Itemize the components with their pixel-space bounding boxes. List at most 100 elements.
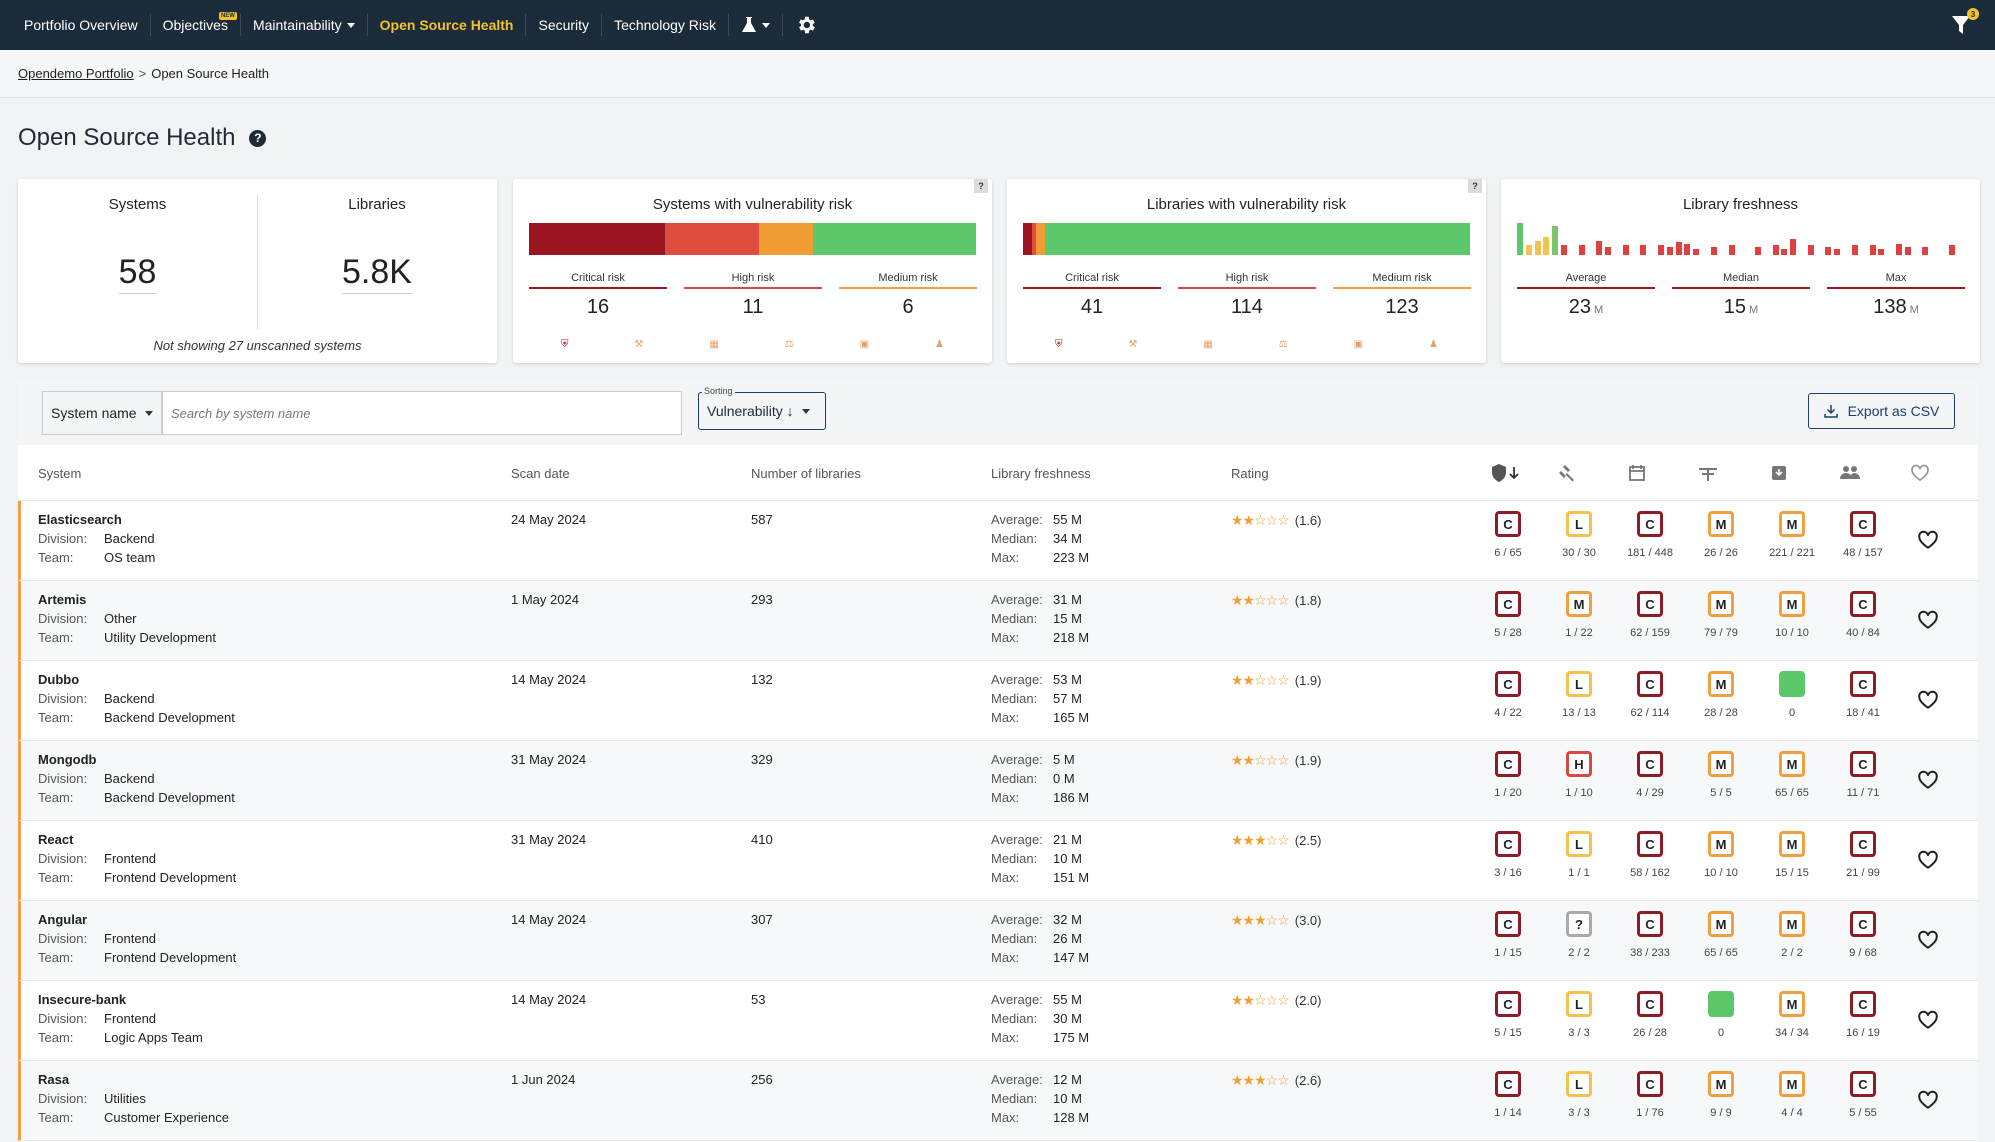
col-stability[interactable]: [1696, 462, 1720, 484]
stat-high-risk[interactable]: High risk 114: [1178, 272, 1316, 319]
risk-badge-cell[interactable]: M 65 / 65: [1762, 751, 1822, 799]
risk-badge-cell[interactable]: M 9 / 9: [1691, 1071, 1751, 1119]
risk-badge-cell[interactable]: M 34 / 34: [1762, 991, 1822, 1039]
risk-bar-segment[interactable]: [1031, 223, 1037, 255]
risk-badge-cell[interactable]: C 26 / 28: [1620, 991, 1680, 1039]
col-system[interactable]: System: [38, 466, 82, 481]
nav-portfolio-overview[interactable]: Portfolio Overview: [24, 17, 138, 33]
stat-medium-risk[interactable]: Medium risk 123: [1333, 272, 1471, 319]
stat-critical-risk[interactable]: Critical risk 41: [1023, 272, 1161, 319]
system-name[interactable]: React: [38, 832, 74, 847]
risk-badge-cell[interactable]: M 1 / 22: [1549, 591, 1609, 639]
favorite-button[interactable]: [1917, 610, 1939, 630]
risk-badge-cell[interactable]: L 13 / 13: [1549, 671, 1609, 719]
risk-badge-cell[interactable]: L 3 / 3: [1549, 1071, 1609, 1119]
nav-technology-risk[interactable]: Technology Risk: [614, 17, 716, 33]
risk-badge-cell[interactable]: C 9 / 68: [1833, 911, 1893, 959]
nav-objectives[interactable]: Objectives NEW: [151, 0, 240, 50]
table-row[interactable]: Elasticsearch Division: Backend Team: OS tea…: [18, 501, 1978, 581]
risk-badge-cell[interactable]: M 10 / 10: [1762, 591, 1822, 639]
risk-badge-cell[interactable]: M 10 / 10: [1691, 831, 1751, 879]
favorite-button[interactable]: [1917, 690, 1939, 710]
risk-badge-cell[interactable]: C 6 / 65: [1478, 511, 1538, 559]
risk-badge-cell[interactable]: 0: [1762, 671, 1822, 719]
risk-badge-cell[interactable]: C 5 / 15: [1478, 991, 1538, 1039]
risk-badge-cell[interactable]: C 40 / 84: [1833, 591, 1893, 639]
risk-badge-cell[interactable]: C 11 / 71: [1833, 751, 1893, 799]
risk-badge-cell[interactable]: M 28 / 28: [1691, 671, 1751, 719]
stat-high-risk[interactable]: High risk 11: [684, 272, 822, 319]
risk-badge-cell[interactable]: C 62 / 159: [1620, 591, 1680, 639]
risk-badge-cell[interactable]: L 3 / 3: [1549, 991, 1609, 1039]
risk-badge-cell[interactable]: C 4 / 22: [1478, 671, 1538, 719]
col-activity[interactable]: [1838, 462, 1862, 484]
risk-badge-cell[interactable]: M 221 / 221: [1762, 511, 1822, 559]
info-icon[interactable]: ?: [974, 179, 988, 193]
risk-badge-cell[interactable]: M 79 / 79: [1691, 591, 1751, 639]
stat-median[interactable]: Median 15 M: [1672, 272, 1810, 319]
risk-badge-cell[interactable]: L 1 / 1: [1549, 831, 1609, 879]
favorite-button[interactable]: [1917, 770, 1939, 790]
favorite-button[interactable]: [1917, 530, 1939, 550]
favorite-button[interactable]: [1917, 930, 1939, 950]
breadcrumb-portfolio-link[interactable]: Opendemo Portfolio: [18, 66, 134, 81]
risk-badge-cell[interactable]: C 5 / 55: [1833, 1071, 1893, 1119]
table-row[interactable]: Rasa Division: Utilities Team: Customer Expe…: [18, 1061, 1978, 1141]
col-management[interactable]: [1767, 462, 1791, 484]
nav-security[interactable]: Security: [538, 17, 590, 33]
risk-badge-cell[interactable]: M 4 / 4: [1762, 1071, 1822, 1119]
risk-badge-cell[interactable]: C 38 / 233: [1620, 911, 1680, 959]
risk-badge-cell[interactable]: C 1 / 15: [1478, 911, 1538, 959]
libraries-count[interactable]: 5.8K: [257, 253, 497, 294]
stat-medium-risk[interactable]: Medium risk 6: [839, 272, 977, 319]
nav-open-source-health[interactable]: Open Source Health: [379, 17, 514, 33]
risk-badge-cell[interactable]: M 2 / 2: [1762, 911, 1822, 959]
stat-critical-risk[interactable]: Critical risk 16: [529, 272, 667, 319]
export-csv-button[interactable]: Export as CSV: [1808, 393, 1955, 429]
stat-average[interactable]: Average 23 M: [1517, 272, 1655, 319]
risk-badge-cell[interactable]: 0: [1691, 991, 1751, 1039]
risk-badge-cell[interactable]: C 62 / 114: [1620, 671, 1680, 719]
col-favorite[interactable]: [1908, 462, 1932, 484]
risk-bar-segment[interactable]: [665, 223, 760, 255]
system-name[interactable]: Elasticsearch: [38, 512, 122, 527]
favorite-button[interactable]: [1917, 850, 1939, 870]
risk-badge-cell[interactable]: M 5 / 5: [1691, 751, 1751, 799]
risk-badge-cell[interactable]: C 1 / 14: [1478, 1071, 1538, 1119]
col-freshness[interactable]: [1625, 462, 1649, 484]
system-name[interactable]: Insecure-bank: [38, 992, 127, 1007]
risk-bar-segment[interactable]: [1023, 223, 1032, 255]
risk-bar-segment[interactable]: [759, 223, 813, 255]
stat-max[interactable]: Max 138 M: [1827, 272, 1965, 319]
risk-badge-cell[interactable]: ? 2 / 2: [1549, 911, 1609, 959]
search-input[interactable]: Search by system name: [162, 391, 682, 435]
risk-badge-cell[interactable]: L 30 / 30: [1549, 511, 1609, 559]
system-name[interactable]: Dubbo: [38, 672, 80, 687]
risk-badge-cell[interactable]: M 15 / 15: [1762, 831, 1822, 879]
col-vulnerability[interactable]: [1483, 462, 1527, 484]
table-row[interactable]: Dubbo Division: Backend Team: Backend Develo…: [18, 661, 1978, 741]
risk-bar-segment[interactable]: [1036, 223, 1046, 255]
favorite-button[interactable]: [1917, 1010, 1939, 1030]
table-row[interactable]: Insecure-bank Division: Frontend Team: Logic…: [18, 981, 1978, 1061]
systems-count[interactable]: 58: [18, 253, 257, 294]
risk-badge-cell[interactable]: C 48 / 157: [1833, 511, 1893, 559]
table-row[interactable]: React Division: Frontend Team: Frontend Deve…: [18, 821, 1978, 901]
risk-badge-cell[interactable]: C 181 / 448: [1620, 511, 1680, 559]
table-row[interactable]: Mongodb Division: Backend Team: Backend Deve…: [18, 741, 1978, 821]
risk-badge-cell[interactable]: C 1 / 76: [1620, 1071, 1680, 1119]
info-icon[interactable]: ?: [1468, 179, 1482, 193]
risk-badge-cell[interactable]: C 58 / 162: [1620, 831, 1680, 879]
risk-badge-cell[interactable]: C 1 / 20: [1478, 751, 1538, 799]
nav-settings[interactable]: [783, 0, 829, 50]
col-rating[interactable]: Rating: [1231, 466, 1269, 481]
favorite-button[interactable]: [1917, 1090, 1939, 1110]
help-icon[interactable]: ?: [249, 129, 267, 147]
risk-badge-cell[interactable]: M 26 / 26: [1691, 511, 1751, 559]
nav-labs-menu[interactable]: [729, 0, 782, 50]
table-row[interactable]: Angular Division: Frontend Team: Frontend De…: [18, 901, 1978, 981]
col-license[interactable]: [1554, 462, 1578, 484]
system-name[interactable]: Mongodb: [38, 752, 97, 767]
risk-bar-segment[interactable]: [529, 223, 666, 255]
risk-badge-cell[interactable]: M 65 / 65: [1691, 911, 1751, 959]
